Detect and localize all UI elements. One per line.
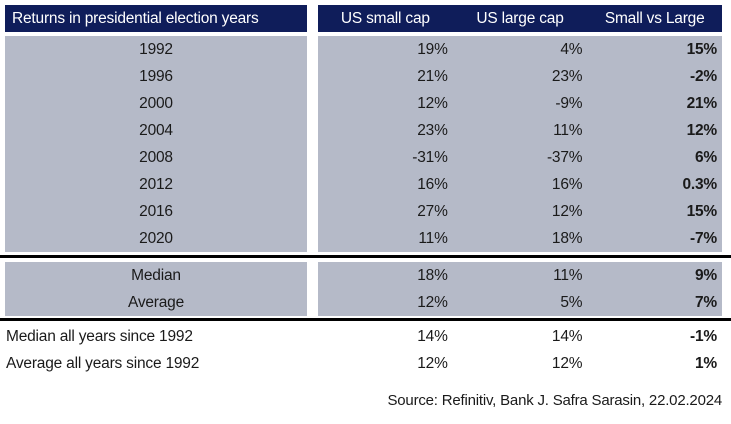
table-row: 2008 -31% -37% 6% bbox=[5, 144, 722, 171]
column-gap bbox=[307, 171, 318, 198]
row-year: 2008 bbox=[5, 144, 307, 171]
us-large-cap-value: 23% bbox=[551, 67, 583, 85]
row-values: 12% 12% 1% bbox=[318, 350, 722, 377]
column-gap bbox=[307, 350, 318, 377]
us-large-cap-value: 14% bbox=[551, 327, 583, 345]
divider-line bbox=[0, 255, 731, 258]
us-large-cap-value: 16% bbox=[551, 175, 583, 193]
table-row: 2004 23% 11% 12% bbox=[5, 117, 722, 144]
all-years-block: Median all years since 1992 14% 14% -1% … bbox=[0, 323, 731, 377]
small-vs-large-value: 9% bbox=[695, 266, 718, 284]
us-small-cap-value: 11% bbox=[418, 229, 448, 247]
table-row: 1992 19% 4% 15% bbox=[5, 36, 722, 63]
small-vs-large-value: -1% bbox=[690, 327, 718, 345]
small-vs-large-value: 15% bbox=[686, 202, 718, 220]
row-values: 12% 5% 7% bbox=[318, 289, 722, 316]
small-vs-large-value: 1% bbox=[695, 354, 718, 372]
stat-label: Average bbox=[5, 289, 307, 316]
all-years-label: Average all years since 1992 bbox=[6, 354, 200, 372]
column-gap bbox=[307, 63, 318, 90]
all-years-label: Median all years since 1992 bbox=[6, 327, 193, 345]
column-gap bbox=[307, 289, 318, 316]
column-gap bbox=[307, 198, 318, 225]
us-large-cap-value: 12% bbox=[551, 202, 583, 220]
header-columns: US small cap US large cap Small vs Large bbox=[318, 5, 722, 32]
small-vs-large-value: 7% bbox=[695, 293, 718, 311]
column-gap bbox=[307, 262, 318, 289]
us-large-cap-value: -9% bbox=[555, 94, 583, 112]
us-small-cap-value: 14% bbox=[417, 327, 448, 345]
us-small-cap-value: 23% bbox=[417, 121, 448, 139]
us-large-cap-value: 11% bbox=[553, 121, 583, 139]
us-small-cap-value: 27% bbox=[417, 202, 448, 220]
row-year: 2016 bbox=[5, 198, 307, 225]
average-all-years-row: Average all years since 1992 12% 12% 1% bbox=[5, 350, 722, 377]
column-header-us-small-cap: US small cap bbox=[340, 9, 430, 27]
table-row: 1996 21% 23% -2% bbox=[5, 63, 722, 90]
row-year: 1996 bbox=[5, 63, 307, 90]
row-values: -31% -37% 6% bbox=[318, 144, 722, 171]
us-small-cap-value: 18% bbox=[417, 266, 448, 284]
row-values: 12% -9% 21% bbox=[318, 90, 722, 117]
us-small-cap-value: -31% bbox=[412, 148, 448, 166]
row-year: 2020 bbox=[5, 225, 307, 252]
row-values: 21% 23% -2% bbox=[318, 63, 722, 90]
column-gap bbox=[307, 144, 318, 171]
table-row: 2012 16% 16% 0.3% bbox=[5, 171, 722, 198]
small-vs-large-value: 21% bbox=[686, 94, 718, 112]
median-all-years-row: Median all years since 1992 14% 14% -1% bbox=[5, 323, 722, 350]
column-gap bbox=[307, 90, 318, 117]
row-values: 18% 11% 9% bbox=[318, 262, 722, 289]
column-gap bbox=[307, 323, 318, 350]
row-year: 1992 bbox=[5, 36, 307, 63]
row-values: 16% 16% 0.3% bbox=[318, 171, 722, 198]
small-vs-large-value: 0.3% bbox=[682, 175, 718, 193]
table-header-row: Returns in presidential election years U… bbox=[5, 5, 722, 32]
average-row: Average 12% 5% 7% bbox=[5, 289, 722, 316]
row-values: 11% 18% -7% bbox=[318, 225, 722, 252]
row-values: 19% 4% 15% bbox=[318, 36, 722, 63]
row-values: 14% 14% -1% bbox=[318, 323, 722, 350]
table-row: 2016 27% 12% 15% bbox=[5, 198, 722, 225]
column-header-us-large-cap: US large cap bbox=[476, 9, 564, 27]
row-year: 2004 bbox=[5, 117, 307, 144]
us-large-cap-value: 12% bbox=[551, 354, 583, 372]
column-header-small-vs-large: Small vs Large bbox=[604, 9, 705, 27]
stat-label: Median bbox=[5, 262, 307, 289]
column-gap bbox=[307, 36, 318, 63]
row-year: 2000 bbox=[5, 90, 307, 117]
us-small-cap-value: 16% bbox=[417, 175, 448, 193]
year-rows-block: 1992 19% 4% 15% 1996 21% 23% -2% 2000 12… bbox=[0, 36, 731, 252]
column-gap bbox=[307, 225, 318, 252]
source-attribution: Source: Refinitiv, Bank J. Safra Sarasin… bbox=[387, 392, 722, 409]
small-vs-large-value: -2% bbox=[690, 67, 718, 85]
us-large-cap-value: -37% bbox=[546, 148, 583, 166]
table-title: Returns in presidential election years bbox=[5, 5, 307, 32]
column-gap bbox=[307, 5, 318, 32]
us-large-cap-value: 18% bbox=[551, 229, 583, 247]
small-vs-large-value: 6% bbox=[695, 148, 718, 166]
table-row: 2000 12% -9% 21% bbox=[5, 90, 722, 117]
us-large-cap-value: 4% bbox=[560, 40, 583, 58]
divider-line bbox=[0, 318, 731, 321]
small-vs-large-value: 15% bbox=[686, 40, 718, 58]
column-gap bbox=[307, 117, 318, 144]
median-row: Median 18% 11% 9% bbox=[5, 262, 722, 289]
row-values: 23% 11% 12% bbox=[318, 117, 722, 144]
us-large-cap-value: 5% bbox=[560, 293, 583, 311]
us-small-cap-value: 12% bbox=[417, 354, 448, 372]
us-small-cap-value: 21% bbox=[417, 67, 448, 85]
us-small-cap-value: 12% bbox=[417, 293, 448, 311]
table-row: 2020 11% 18% -7% bbox=[5, 225, 722, 252]
small-vs-large-value: 12% bbox=[686, 121, 718, 139]
stats-block: Median 18% 11% 9% Average 12% 5% 7% bbox=[0, 262, 731, 316]
us-small-cap-value: 19% bbox=[417, 40, 448, 58]
row-values: 27% 12% 15% bbox=[318, 198, 722, 225]
us-large-cap-value: 11% bbox=[553, 266, 583, 284]
us-small-cap-value: 12% bbox=[417, 94, 448, 112]
small-vs-large-value: -7% bbox=[690, 229, 718, 247]
row-year: 2012 bbox=[5, 171, 307, 198]
